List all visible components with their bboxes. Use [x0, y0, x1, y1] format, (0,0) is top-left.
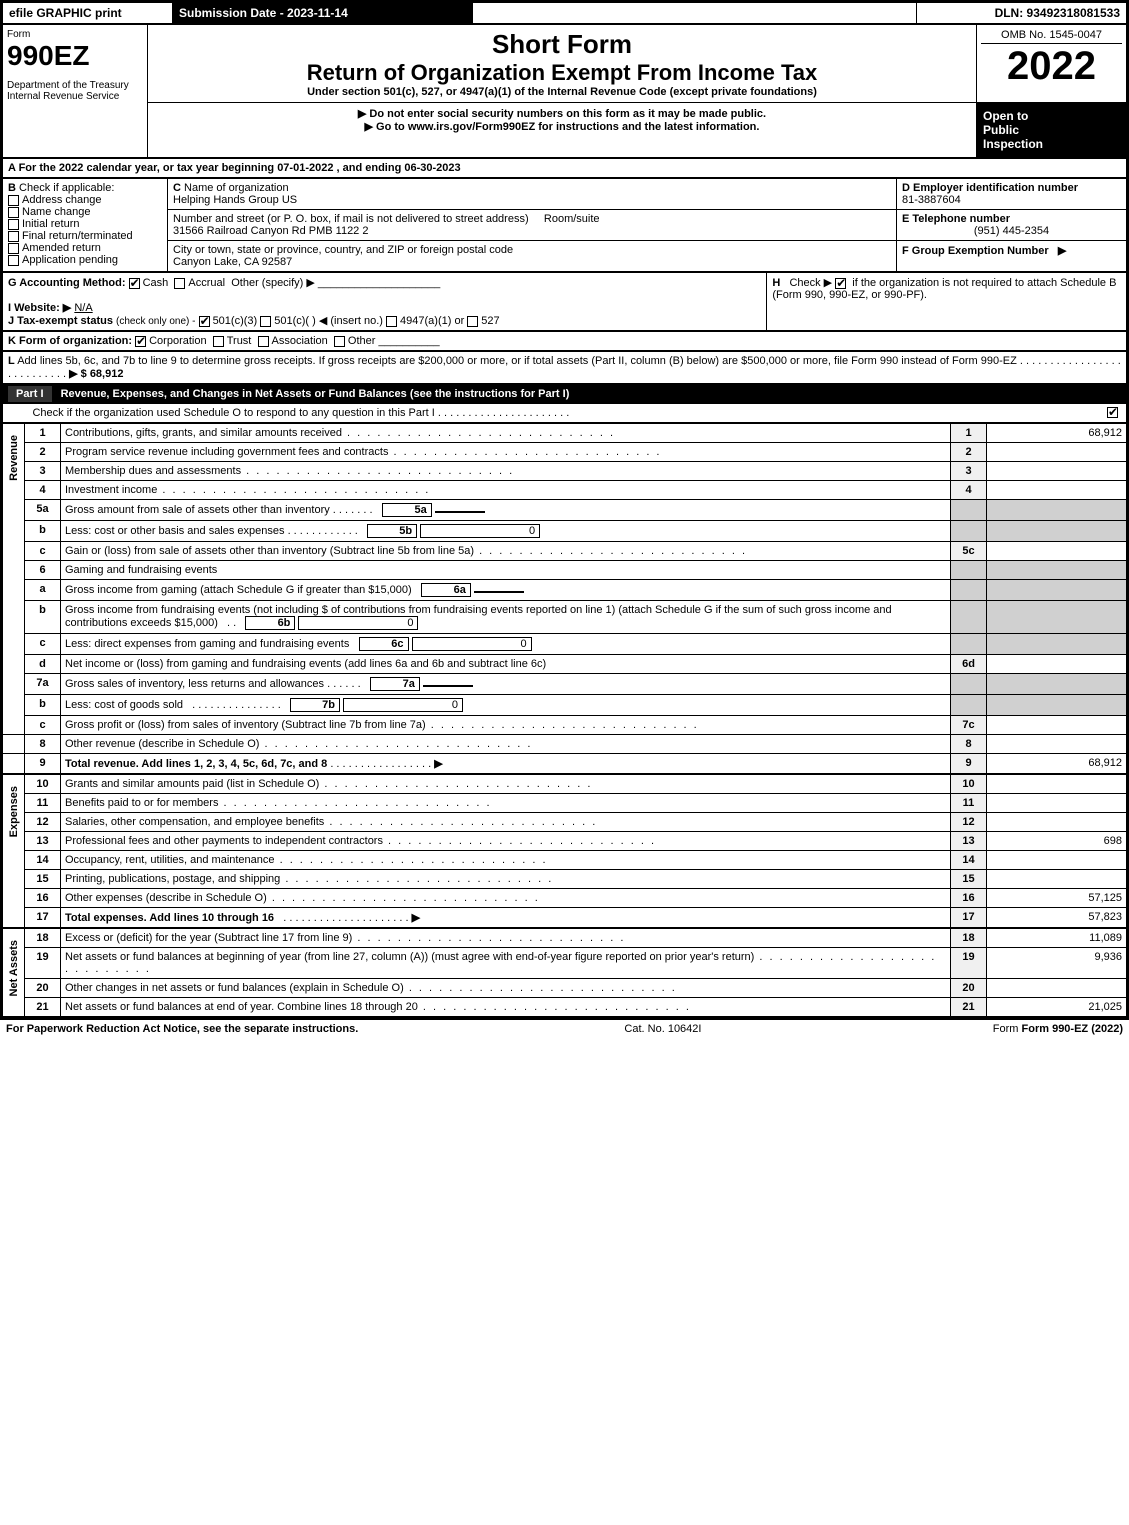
subtitle2: ▶ Do not enter social security numbers o…: [152, 107, 972, 120]
top-bar: efile GRAPHIC print Submission Date - 20…: [2, 2, 1127, 24]
accrual-checkbox[interactable]: [174, 278, 185, 289]
corporation-checkbox[interactable]: [135, 336, 146, 347]
initial-return-checkbox[interactable]: [8, 219, 19, 230]
return-title: Return of Organization Exempt From Incom…: [152, 60, 972, 86]
trust-checkbox[interactable]: [213, 336, 224, 347]
line16-amount: 57,125: [987, 889, 1127, 908]
application-pending-checkbox[interactable]: [8, 255, 19, 266]
gross-receipts: ▶ $ 68,912: [69, 368, 123, 380]
ein: 81-3887604: [902, 194, 961, 206]
name-change-checkbox[interactable]: [8, 207, 19, 218]
cash-checkbox[interactable]: [129, 278, 140, 289]
form-number: 990EZ: [7, 40, 143, 72]
title-cell: Short Form Return of Organization Exempt…: [148, 25, 977, 103]
schedule-b-checkbox[interactable]: [835, 278, 846, 289]
form-id-cell: Form 990EZ Department of the Treasury In…: [3, 25, 148, 158]
line21-amount: 21,025: [987, 998, 1127, 1017]
subtitle3[interactable]: ▶ Go to www.irs.gov/Form990EZ for instru…: [152, 120, 972, 133]
total-expenses: 57,823: [987, 908, 1127, 928]
form-ref: Form Form 990-EZ (2022): [993, 1023, 1123, 1035]
expenses-label: Expenses: [3, 775, 25, 928]
amended-return-checkbox[interactable]: [8, 243, 19, 254]
dln: DLN: 93492318081533: [917, 3, 1127, 24]
tax-year: 2022: [981, 44, 1122, 89]
section-c-addr: Number and street (or P. O. box, if mail…: [168, 210, 897, 241]
year-cell: OMB No. 1545-0047 2022: [977, 25, 1127, 103]
total-revenue: 68,912: [987, 754, 1127, 774]
subtitle1: Under section 501(c), 527, or 4947(a)(1)…: [152, 86, 972, 98]
inspection-cell: Open to Public Inspection: [977, 103, 1127, 158]
4947-checkbox[interactable]: [386, 316, 397, 327]
line19-amount: 9,936: [987, 948, 1127, 979]
section-c-city: City or town, state or province, country…: [168, 241, 897, 272]
public: Public: [983, 123, 1120, 137]
line13-amount: 698: [987, 832, 1127, 851]
phone: (951) 445-2354: [902, 225, 1121, 237]
open-to: Open to: [983, 109, 1120, 123]
dept-line1: Department of the Treasury: [7, 80, 143, 91]
paperwork-notice: For Paperwork Reduction Act Notice, see …: [6, 1023, 358, 1035]
line18-amount: 11,089: [987, 929, 1127, 948]
netassets-table: Net Assets 18Excess or (deficit) for the…: [2, 928, 1127, 1017]
schedule-o-checkbox[interactable]: [1107, 407, 1118, 418]
submission-date: Submission Date - 2023-11-14: [173, 3, 473, 24]
form-header: Form 990EZ Department of the Treasury In…: [2, 24, 1127, 158]
501c-checkbox[interactable]: [260, 316, 271, 327]
501c3-checkbox[interactable]: [199, 316, 210, 327]
netassets-label: Net Assets: [3, 929, 25, 1017]
irs-link[interactable]: ▶ Go to www.irs.gov/Form990EZ for instru…: [365, 121, 760, 133]
section-f: F Group Exemption Number ▶: [897, 241, 1127, 272]
inspection: Inspection: [983, 137, 1120, 151]
revenue-table: Revenue 1 Contributions, gifts, grants, …: [2, 423, 1127, 774]
short-form-title: Short Form: [152, 29, 972, 60]
org-name: Helping Hands Group US: [173, 194, 297, 206]
entity-block: B Check if applicable: Address change Na…: [2, 178, 1127, 272]
section-h: H Check ▶ if the organization is not req…: [767, 273, 1127, 331]
other-org-checkbox[interactable]: [334, 336, 345, 347]
expenses-table: Expenses 10Grants and similar amounts pa…: [2, 774, 1127, 928]
part1-header: Part I Revenue, Expenses, and Changes in…: [3, 385, 1127, 404]
section-b: B Check if applicable: Address change Na…: [3, 179, 168, 272]
cat-no: Cat. No. 10642I: [624, 1023, 701, 1035]
form-container: efile GRAPHIC print Submission Date - 20…: [0, 0, 1129, 1019]
efile-link[interactable]: efile GRAPHIC print: [3, 3, 173, 24]
section-l: L Add lines 5b, 6c, and 7b to line 9 to …: [3, 352, 1127, 384]
section-c-name: C Name of organization Helping Hands Gro…: [168, 179, 897, 210]
section-k: K Form of organization: Corporation Trus…: [3, 332, 1127, 351]
association-checkbox[interactable]: [258, 336, 269, 347]
address-change-checkbox[interactable]: [8, 195, 19, 206]
section-g: G Accounting Method: Cash Accrual Other …: [3, 273, 767, 331]
spacer: [473, 3, 917, 24]
section-e: E Telephone number (951) 445-2354: [897, 210, 1127, 241]
page-footer: For Paperwork Reduction Act Notice, see …: [0, 1019, 1129, 1038]
section-a: A For the 2022 calendar year, or tax yea…: [3, 159, 1127, 178]
section-d: D Employer identification number 81-3887…: [897, 179, 1127, 210]
dept-line2: Internal Revenue Service: [7, 91, 143, 102]
final-return-checkbox[interactable]: [8, 231, 19, 242]
form-word: Form: [7, 29, 143, 40]
revenue-label: Revenue: [3, 424, 25, 735]
part1-check: Check if the organization used Schedule …: [3, 404, 1127, 423]
org-address: 31566 Railroad Canyon Rd PMB 1122 2: [173, 225, 368, 237]
527-checkbox[interactable]: [467, 316, 478, 327]
omb-number: OMB No. 1545-0047: [981, 27, 1122, 44]
line1-amount: 68,912: [987, 424, 1127, 443]
website: N/A: [74, 302, 92, 314]
instructions-cell: ▶ Do not enter social security numbers o…: [148, 103, 977, 158]
org-city: Canyon Lake, CA 92587: [173, 256, 292, 268]
